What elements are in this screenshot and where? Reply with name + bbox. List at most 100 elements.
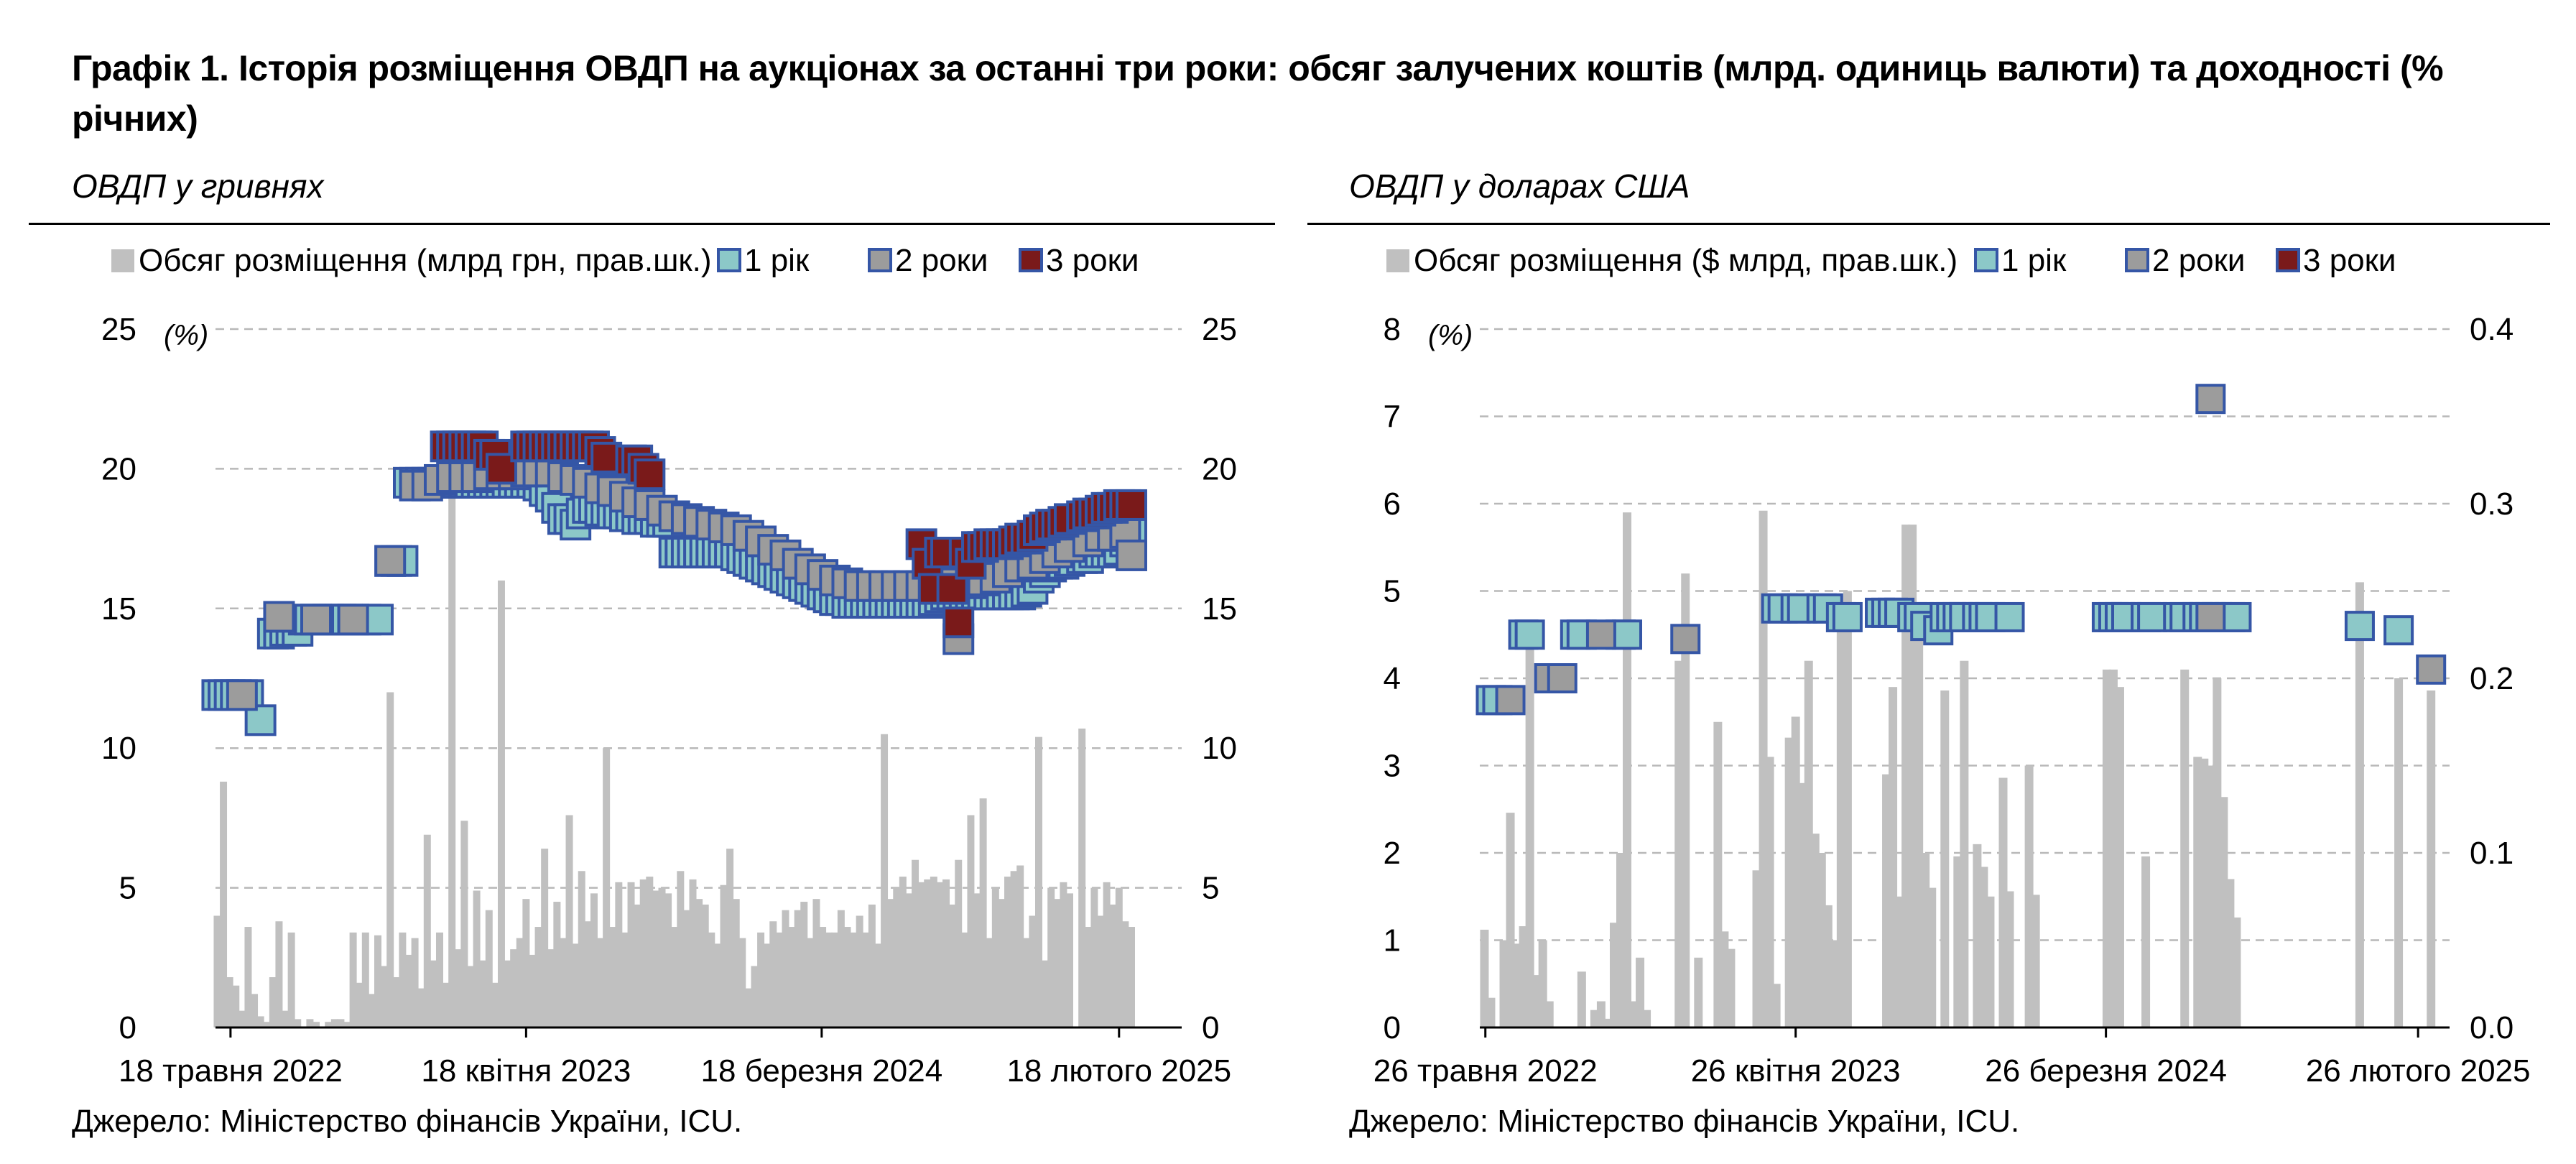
volume-bar: [466, 966, 474, 1027]
volume-bar: [831, 932, 839, 1027]
y-right-tick-label: 15: [1202, 591, 1237, 627]
volume-bar: [905, 893, 913, 1027]
volume-bar: [924, 879, 932, 1027]
volume-bar: [448, 482, 456, 1027]
y-right-tick-label: 10: [1202, 731, 1237, 766]
volume-bar: [806, 938, 814, 1027]
y-left-tick-label: 15: [101, 591, 136, 627]
volume-bar: [713, 943, 721, 1027]
volume-bar: [1973, 844, 1982, 1027]
volume-bar: [603, 748, 611, 1027]
volume-bar: [2102, 669, 2111, 1027]
volume-bar: [1752, 870, 1761, 1027]
yield-3y-marker: [1115, 489, 1147, 521]
volume-bar: [708, 932, 715, 1027]
usd-panel-title: ОВДП у доларах США: [1349, 167, 1690, 205]
volume-bar: [955, 859, 963, 1027]
volume-bar: [1596, 1001, 1606, 1027]
volume-bar: [1603, 1018, 1612, 1027]
volume-bar: [361, 932, 369, 1027]
yield-1y-marker: [2221, 601, 2252, 632]
volume-bar: [1004, 877, 1012, 1027]
volume-bar: [1882, 774, 1891, 1027]
volume-bar: [1109, 904, 1117, 1027]
volume-bar: [504, 960, 511, 1027]
legend-3y-swatch: [2276, 248, 2300, 272]
volume-bar: [893, 887, 901, 1027]
volume-bar: [510, 949, 518, 1027]
volume-bar: [973, 893, 981, 1027]
volume-bar: [2024, 765, 2034, 1027]
volume-bar: [1927, 887, 1937, 1027]
volume-bar: [1103, 882, 1111, 1027]
volume-bar: [986, 938, 993, 1027]
volume-bar: [1590, 1010, 1599, 1027]
volume-bar: [479, 960, 487, 1027]
legend-volume-label: Обсяг розміщення ($ млрд, прав.шк.): [1414, 243, 1958, 278]
volume-bar: [874, 943, 882, 1027]
yield-2y-marker: [300, 604, 333, 636]
legend-1y-label: 1 рік: [744, 243, 810, 278]
volume-bar: [294, 1019, 302, 1027]
yield-1y-marker: [1612, 619, 1643, 650]
volume-bar: [1084, 927, 1092, 1027]
volume-bar: [565, 815, 573, 1027]
volume-bar: [1771, 984, 1781, 1027]
volume-bar: [374, 935, 382, 1027]
yield-1y-marker: [2383, 615, 2414, 646]
legend-2y-swatch: [2125, 248, 2149, 272]
volume-bar: [1804, 660, 1813, 1027]
volume-bar: [1538, 940, 1547, 1027]
volume-bar: [220, 781, 228, 1027]
y-left-tick-label: 4: [1384, 661, 1401, 696]
volume-bar: [627, 882, 635, 1027]
y-right-tick-label: 5: [1202, 871, 1219, 906]
yield-3y-marker: [485, 453, 517, 485]
volume-bar: [1029, 915, 1037, 1027]
volume-bar: [812, 899, 820, 1027]
volume-bar: [411, 938, 419, 1027]
volume-bar: [738, 938, 746, 1027]
volume-bar: [1060, 882, 1067, 1027]
volume-bar: [1889, 687, 1898, 1027]
volume-bar: [1901, 525, 1911, 1027]
volume-bar: [1010, 871, 1018, 1027]
yield-2y-marker: [226, 679, 258, 711]
y-left-tick-label: 7: [1384, 399, 1401, 435]
volume-bar: [967, 815, 975, 1027]
volume-bar: [590, 893, 598, 1027]
volume-bar: [775, 932, 783, 1027]
volume-bar: [1609, 923, 1618, 1027]
y-right-tick-label: 0.3: [2470, 486, 2514, 522]
y-right-tick-label: 25: [1202, 312, 1237, 347]
volume-bar: [2031, 895, 2040, 1027]
volume-bar: [1843, 591, 1852, 1027]
volume-bar: [572, 943, 580, 1027]
volume-bar: [1629, 1001, 1639, 1027]
volume-bar: [1499, 940, 1509, 1027]
volume-bar: [2115, 687, 2124, 1027]
uah-chart: 0 5 10 15 20 25 0 5 10 15 20 25 (%) 18 травня 2022 18 …: [101, 243, 1237, 1089]
volume-bar: [634, 904, 641, 1027]
volume-bar: [930, 877, 937, 1027]
y-left-tick-label: 6: [1384, 486, 1401, 522]
volume-bar: [2427, 690, 2436, 1027]
yield-2y-marker: [1115, 539, 1147, 571]
figure-title: Графік 1. Історія розміщення ОВДП на аук…: [72, 48, 2444, 139]
volume-bar: [682, 910, 690, 1027]
yield-3y-marker: [942, 606, 975, 639]
volume-bar: [423, 834, 431, 1027]
volume-bar: [782, 910, 789, 1027]
yield-1y-marker: [1832, 601, 1863, 632]
volume-bar: [912, 859, 919, 1027]
volume-bar: [2193, 757, 2202, 1027]
volume-bar: [1506, 813, 1515, 1027]
volume-bar: [899, 877, 907, 1027]
volume-bar: [312, 1022, 320, 1027]
volume-bar: [442, 982, 450, 1027]
volume-bar: [1836, 616, 1845, 1027]
yield-2y-marker: [2416, 654, 2447, 685]
volume-bar: [1577, 971, 1586, 1027]
volume-bar: [1823, 905, 1833, 1027]
volume-bar: [726, 849, 734, 1027]
